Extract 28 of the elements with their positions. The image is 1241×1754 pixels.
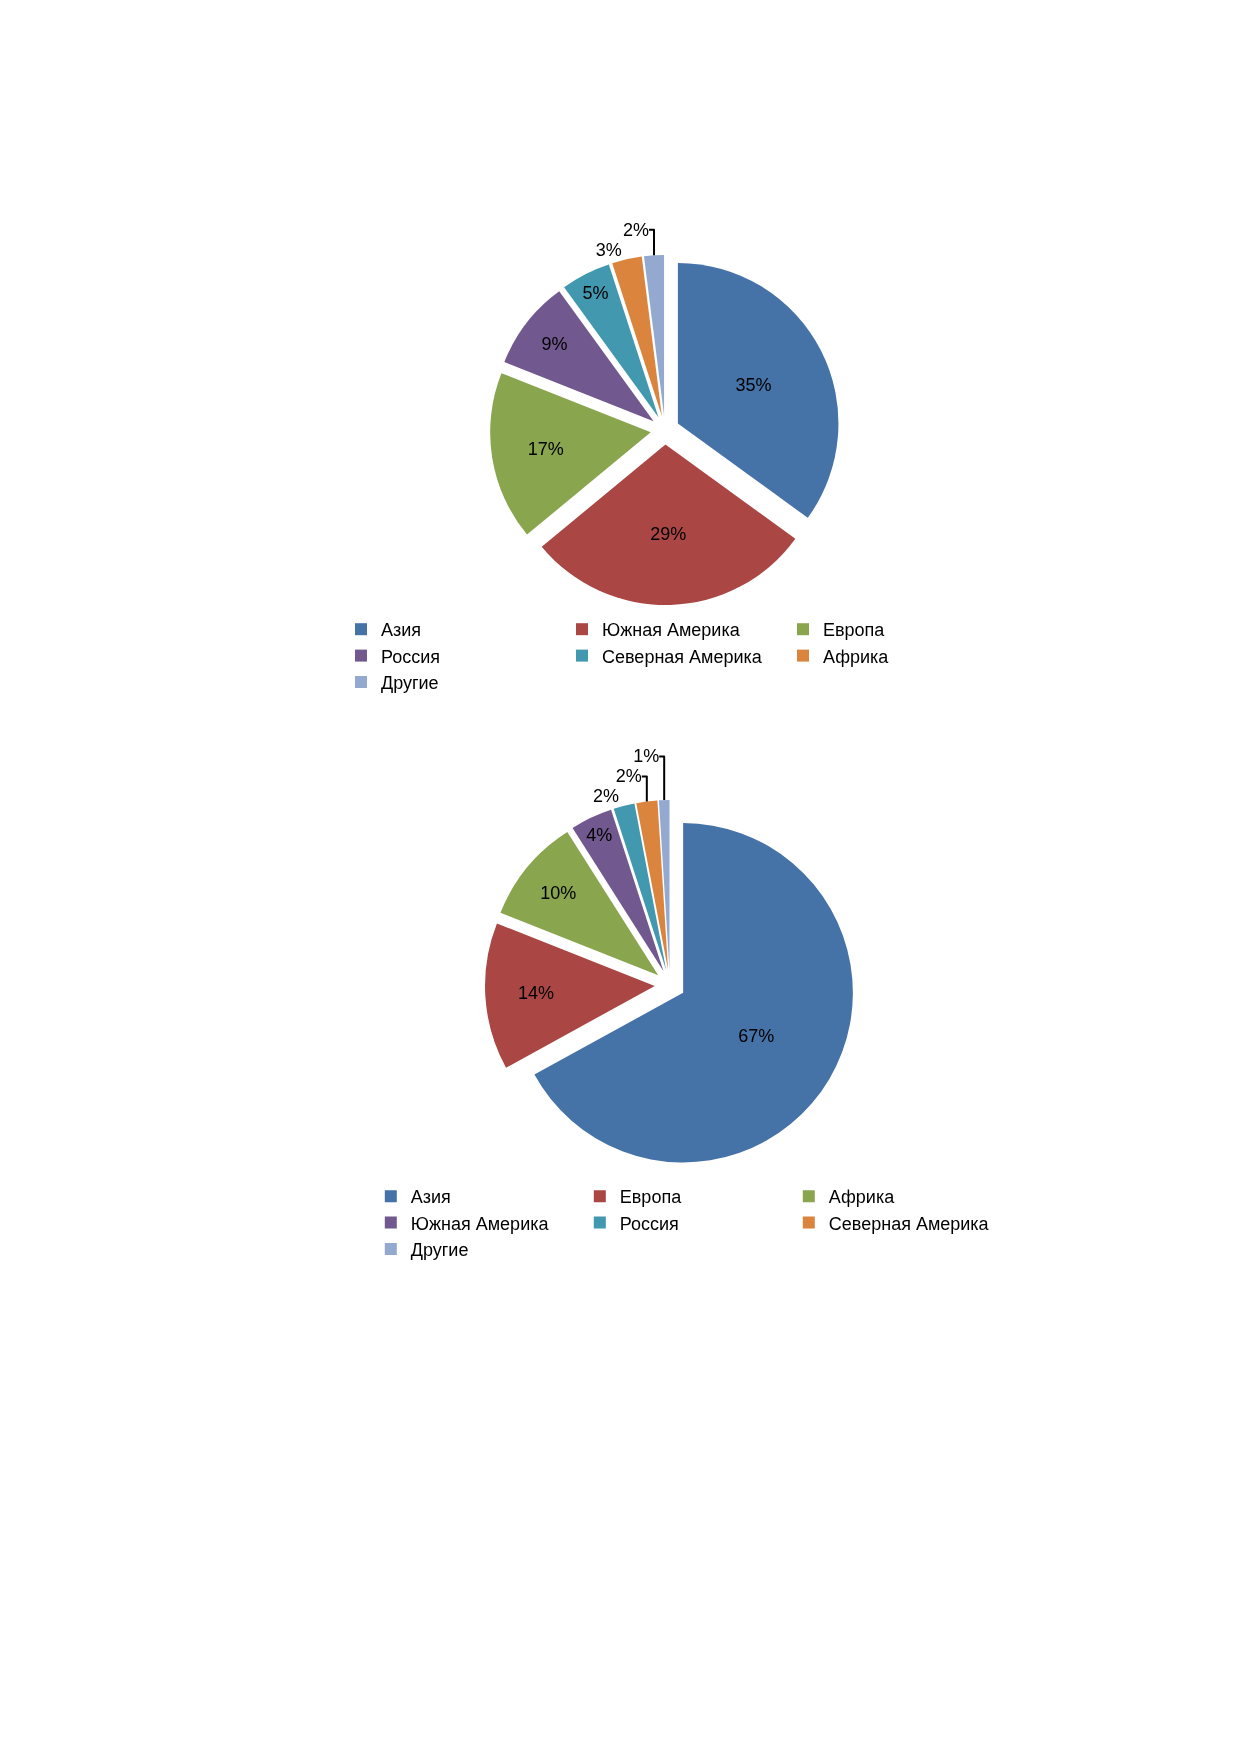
legend-label: Другие — [381, 673, 439, 694]
legend-label: Южная Америка — [602, 620, 741, 641]
legend-label: Россия — [619, 1213, 679, 1234]
data-label: 35% — [735, 374, 772, 395]
data-label: 5% — [582, 283, 609, 304]
data-label: 10% — [540, 882, 577, 903]
legend-label: Африка — [823, 646, 890, 667]
data-label: 3% — [595, 239, 622, 260]
legend-label: Другие — [410, 1240, 469, 1261]
legend-label: Азия — [381, 620, 422, 641]
legend-label: Северная Америка — [602, 646, 763, 667]
data-label: 1% — [633, 746, 660, 767]
legend-label: Европа — [619, 1187, 683, 1208]
legend-label: Северная Америка — [828, 1213, 990, 1234]
legend-label: Европа — [823, 620, 886, 641]
data-label: 17% — [527, 438, 564, 459]
data-label: 2% — [615, 766, 642, 787]
legend-label: Южная Америка — [410, 1213, 550, 1234]
data-label: 9% — [541, 334, 568, 355]
data-label: 67% — [738, 1025, 775, 1046]
data-label: 4% — [586, 824, 613, 845]
data-label: 14% — [517, 983, 554, 1004]
data-label: 29% — [650, 524, 687, 545]
data-label: 2% — [623, 219, 650, 240]
legend-label: Азия — [410, 1187, 451, 1208]
data-label: 2% — [592, 786, 619, 807]
legend-label: Россия — [381, 646, 441, 667]
legend-label: Африка — [828, 1187, 896, 1208]
